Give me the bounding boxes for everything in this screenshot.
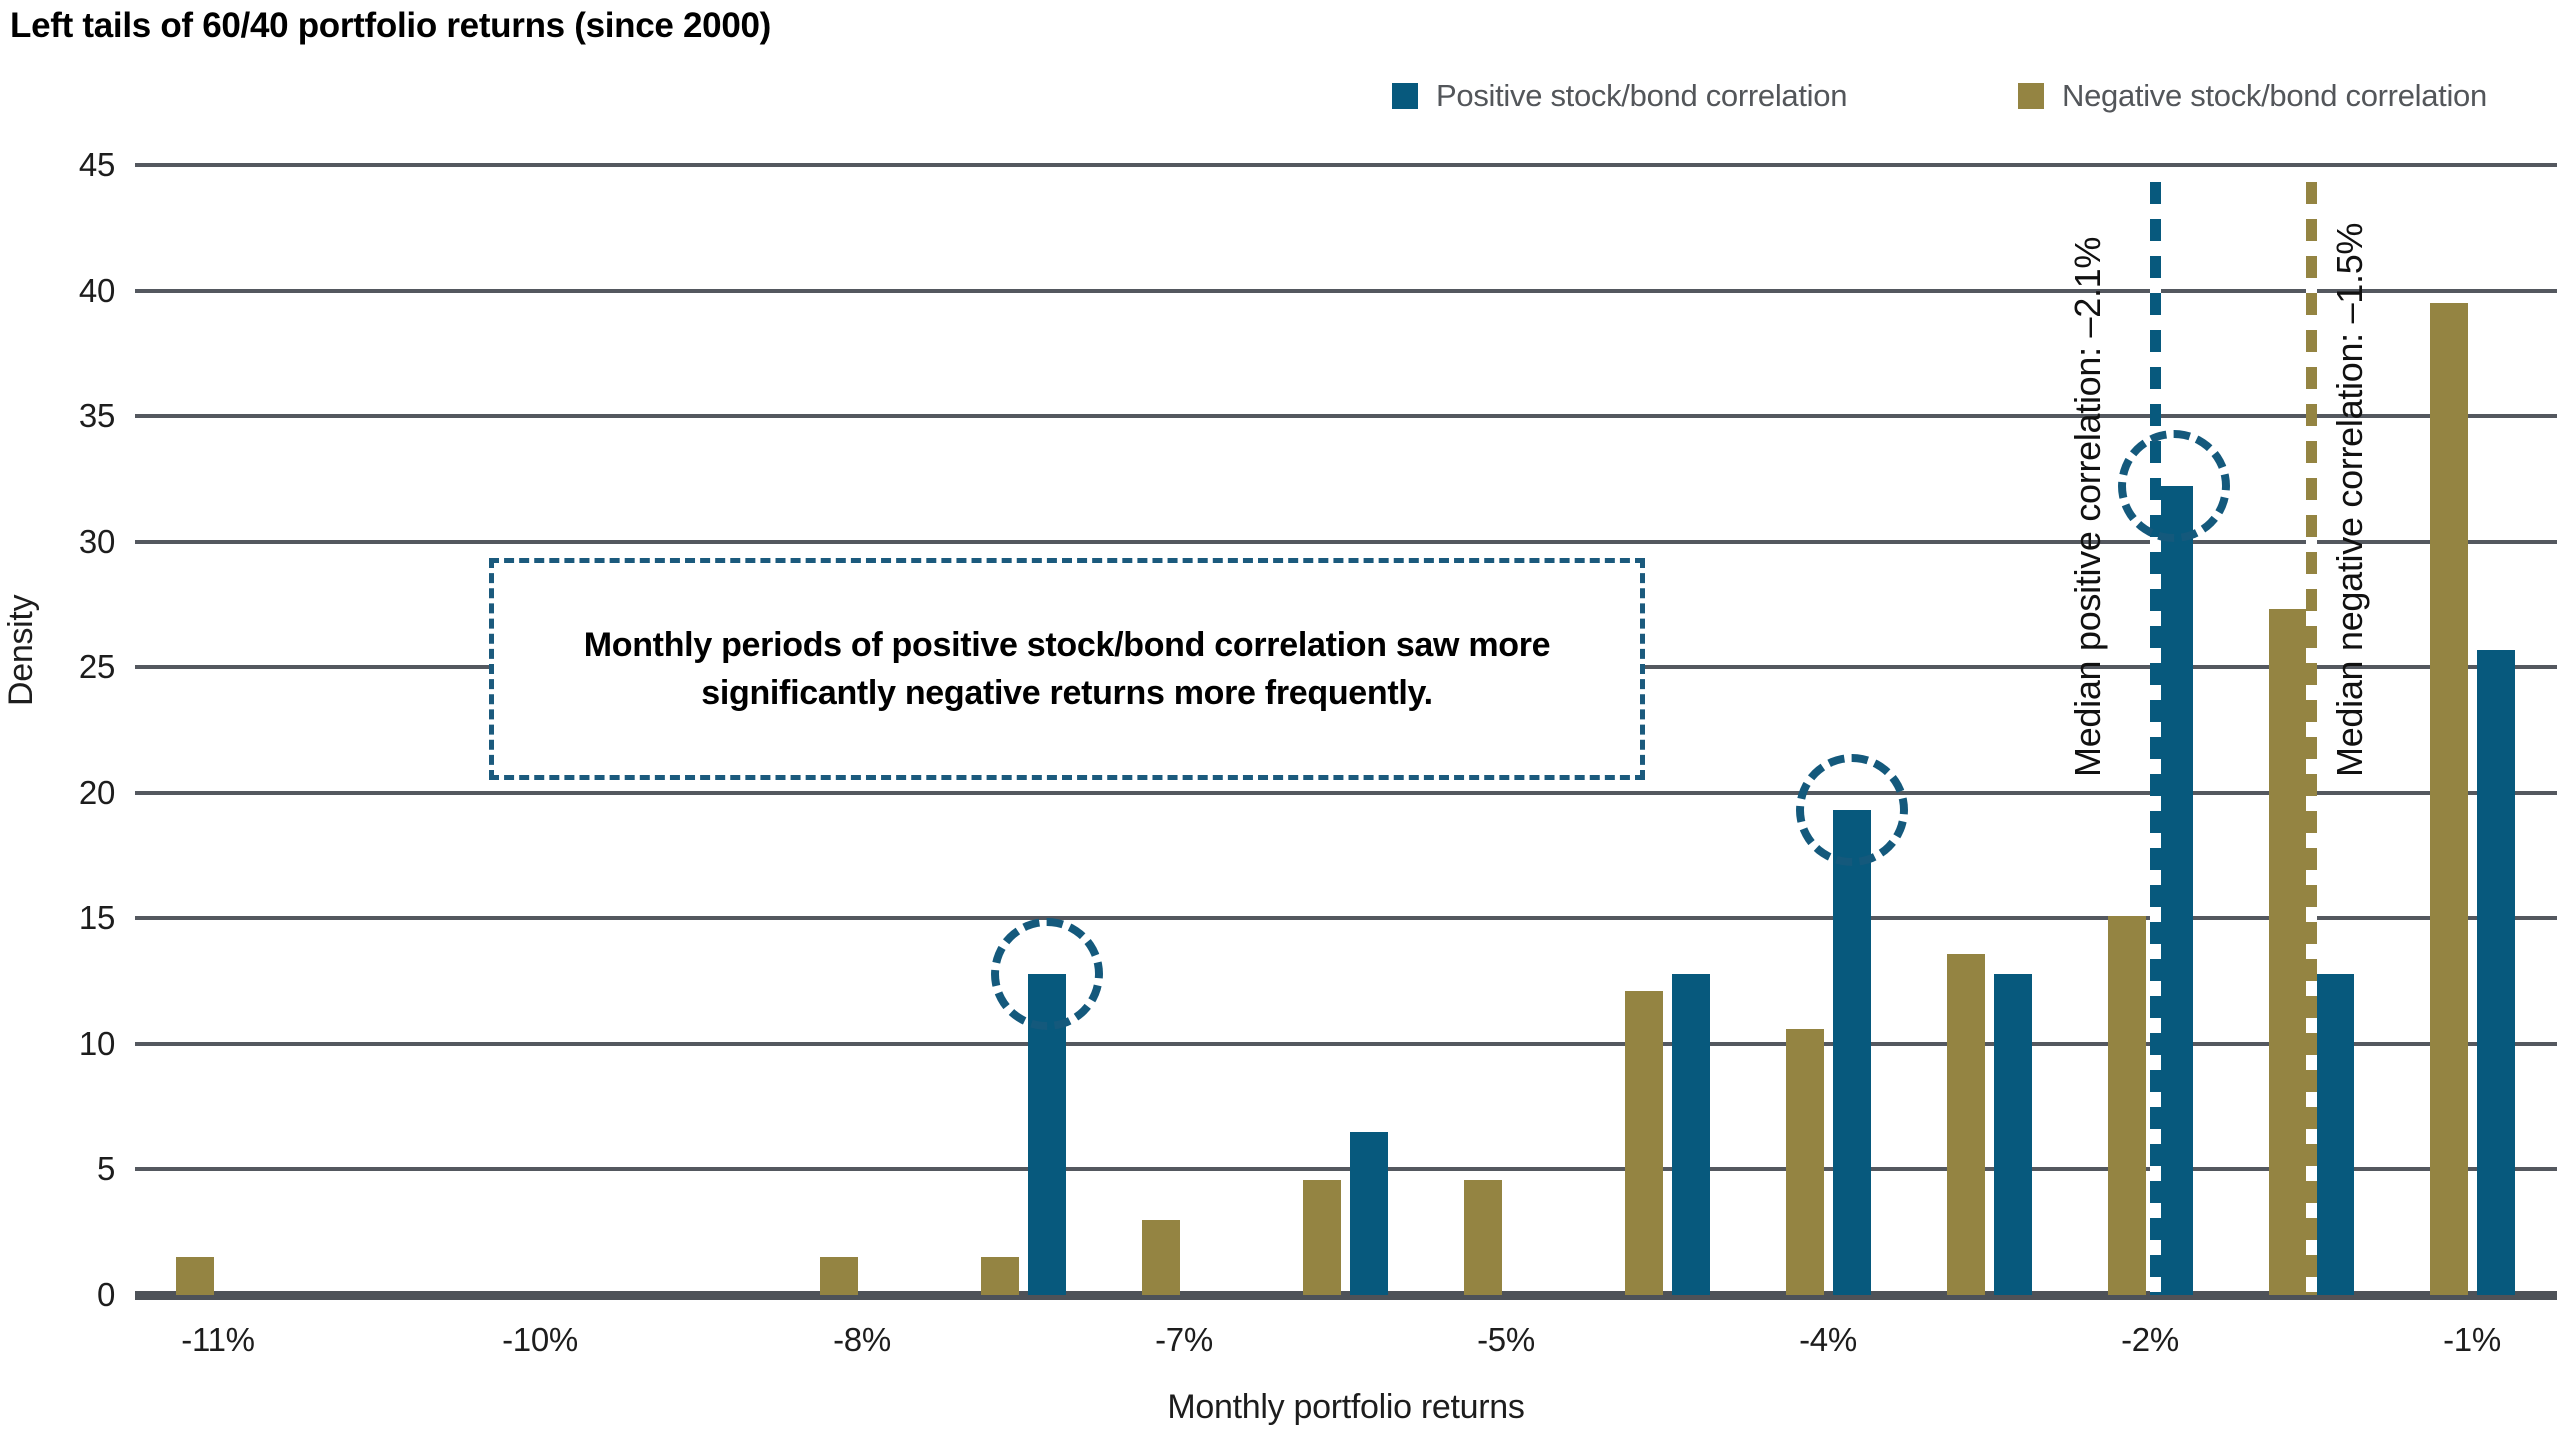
highlight-circle--2% [2118,430,2230,543]
y-tick-label-15: 15 [78,899,115,937]
bar-negative--1.5% [2269,609,2307,1295]
y-tick-label-45: 45 [78,146,115,183]
annotation-line-2: significantly negative returns more freq… [701,674,1433,712]
bar-positive--6% [1350,1131,1388,1295]
annotation-line-1: Monthly periods of positive stock/bond c… [583,626,1551,664]
plot-area: Monthly periods of positive stock/bond c… [135,163,2557,1300]
x-tick-label--10%: -10% [502,1321,578,1358]
x-tick-label--1%: -1% [2443,1321,2501,1358]
bar-positive--1% [2477,649,2515,1295]
bar-positive--1.5% [2316,973,2354,1295]
legend-swatch-negative-icon [2018,83,2044,109]
median-negative-label: Median negative correlation: –1.5% [2329,222,2370,777]
bar-negative--8% [820,1257,858,1295]
bar-negative--4.5% [1625,991,1663,1295]
gridline-20 [135,790,2557,795]
bar-negative--5% [1464,1179,1502,1295]
x-axis-title: Monthly portfolio returns [1167,1388,1525,1426]
x-tick-label--8%: -8% [833,1321,891,1358]
bar-negative--7.5% [981,1257,1019,1295]
x-tick-label--2%: -2% [2121,1321,2179,1358]
legend-item-positive: Positive stock/bond correlation [1392,76,1847,116]
median-positive-label: Median positive correlation: –2.1% [2067,236,2108,777]
gridline-5 [135,1167,2557,1172]
gridline-15 [135,916,2557,921]
bar-negative--7% [1142,1219,1180,1295]
x-tick-label--5%: -5% [1477,1321,1535,1358]
bar-negative--3% [1947,953,1985,1295]
bar-positive--4% [1833,810,1871,1295]
bar-positive--3% [1994,973,2032,1295]
bar-negative--1% [2430,303,2468,1295]
chart-title: Left tails of 60/40 portfolio returns (s… [10,6,772,45]
legend-item-negative: Negative stock/bond correlation [2018,76,2487,116]
gridline-40 [135,288,2557,293]
y-tick-label-0: 0 [96,1276,115,1313]
bar-negative--2% [2108,915,2146,1295]
annotation-callout-box: Monthly periods of positive stock/bond c… [489,558,1645,780]
bar-negative--4% [1786,1028,1824,1295]
legend-label-negative: Negative stock/bond correlation [2062,78,2487,113]
y-tick-label-40: 40 [78,271,115,309]
highlight-circle--7.5% [991,917,1103,1030]
highlight-circle--4% [1796,754,1908,867]
x-tick-label--7%: -7% [1155,1321,1213,1358]
y-tick-label-10: 10 [78,1024,115,1062]
bar-positive--4.5% [1672,973,1710,1295]
x-axis-baseline [135,1291,2557,1300]
y-tick-label-25: 25 [78,648,115,686]
gridline-45 [135,163,2557,167]
legend-swatch-positive-icon [1392,83,1418,109]
gridline-30 [135,539,2557,544]
y-tick-label-20: 20 [78,773,115,811]
gridline-35 [135,414,2557,419]
bar-positive--2% [2155,486,2193,1295]
bar-negative--11% [176,1257,214,1295]
median-negative-line [2306,182,2317,1295]
x-tick-label--4%: -4% [1799,1321,1857,1358]
median-positive-line [2149,182,2161,1295]
y-tick-label-35: 35 [78,397,115,435]
bar-negative--6% [1303,1179,1341,1295]
gridline-10 [135,1041,2557,1046]
y-tick-label-5: 5 [96,1150,115,1188]
legend-label-positive: Positive stock/bond correlation [1436,78,1848,113]
y-tick-label-30: 30 [78,522,115,560]
x-tick-label--11%: -11% [181,1321,255,1358]
